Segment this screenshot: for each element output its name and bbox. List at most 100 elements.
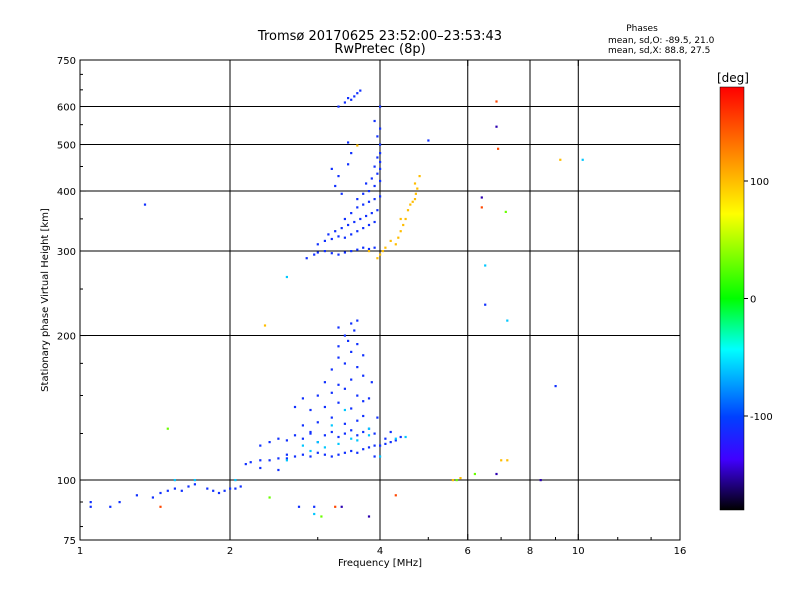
data-point bbox=[350, 378, 353, 381]
data-point bbox=[193, 483, 196, 486]
data-point bbox=[413, 182, 417, 185]
data-point bbox=[559, 158, 562, 161]
data-point bbox=[406, 209, 410, 212]
phases-x-mode: mean, sd,X: 88.8, 27.5 bbox=[608, 46, 710, 56]
data-point bbox=[365, 214, 368, 218]
data-point bbox=[506, 319, 509, 322]
y-tick-label: 400 bbox=[57, 187, 76, 198]
y-tick-label: 200 bbox=[57, 332, 76, 343]
data-points bbox=[89, 89, 584, 518]
data-point bbox=[350, 322, 353, 325]
data-point bbox=[455, 479, 458, 482]
data-point bbox=[370, 177, 373, 180]
data-point bbox=[394, 494, 397, 497]
data-point bbox=[373, 432, 376, 435]
data-point bbox=[323, 250, 326, 253]
data-point bbox=[480, 196, 483, 199]
colorbar-tick-label: 100 bbox=[750, 177, 769, 188]
data-point bbox=[367, 515, 371, 518]
y-tick-label: 500 bbox=[57, 141, 76, 152]
data-point bbox=[343, 432, 346, 435]
data-point bbox=[376, 416, 379, 419]
x-tick-label: 6 bbox=[465, 546, 471, 557]
data-point bbox=[301, 424, 304, 427]
data-point bbox=[343, 217, 346, 221]
data-point bbox=[313, 505, 316, 508]
data-point bbox=[353, 220, 356, 224]
data-point bbox=[337, 175, 340, 178]
data-point bbox=[554, 385, 557, 388]
x-tick-label: 2 bbox=[227, 546, 233, 557]
data-point bbox=[330, 237, 333, 241]
data-point bbox=[330, 416, 333, 419]
data-point bbox=[459, 477, 462, 480]
data-point bbox=[362, 414, 365, 418]
data-point bbox=[376, 135, 379, 138]
data-point bbox=[373, 198, 376, 201]
data-point bbox=[330, 424, 333, 427]
data-point bbox=[367, 446, 371, 449]
data-point bbox=[293, 405, 297, 409]
colorbar-ticks: 100 0 -100 bbox=[744, 177, 773, 423]
data-point bbox=[244, 463, 247, 466]
data-point bbox=[484, 303, 487, 306]
data-point bbox=[166, 427, 169, 430]
data-point bbox=[309, 430, 312, 434]
data-point bbox=[109, 505, 112, 508]
data-point bbox=[402, 223, 405, 227]
data-point bbox=[376, 172, 379, 175]
data-point bbox=[451, 479, 454, 482]
y-axis-label: Stationary phase Virtual Height [km] bbox=[40, 208, 51, 392]
data-point bbox=[362, 192, 365, 195]
data-point bbox=[340, 192, 343, 195]
data-point bbox=[330, 430, 333, 434]
data-point bbox=[379, 152, 382, 155]
data-point bbox=[350, 98, 353, 101]
data-point bbox=[367, 250, 371, 253]
data-point bbox=[389, 239, 392, 242]
data-point bbox=[379, 455, 382, 458]
data-point bbox=[350, 407, 353, 410]
data-point bbox=[373, 444, 376, 447]
data-point bbox=[347, 163, 350, 166]
data-point bbox=[353, 95, 356, 98]
data-point bbox=[484, 264, 487, 267]
data-point bbox=[301, 453, 304, 456]
data-point bbox=[337, 383, 340, 386]
data-point bbox=[316, 441, 319, 444]
data-point bbox=[309, 408, 312, 412]
data-point bbox=[268, 441, 271, 444]
data-point bbox=[362, 203, 365, 206]
data-point bbox=[323, 434, 326, 437]
data-point bbox=[277, 457, 280, 460]
data-point bbox=[367, 200, 371, 203]
y-tick-label: 750 bbox=[57, 56, 76, 67]
data-point bbox=[285, 439, 288, 442]
data-point bbox=[539, 479, 542, 482]
data-point bbox=[316, 421, 319, 424]
data-point bbox=[362, 400, 365, 403]
data-point bbox=[323, 239, 326, 242]
data-point bbox=[316, 243, 319, 246]
data-point bbox=[413, 198, 417, 201]
data-point bbox=[500, 459, 503, 462]
data-point bbox=[356, 319, 359, 322]
data-point bbox=[480, 206, 483, 209]
colorbar-tick-label: 0 bbox=[750, 295, 756, 306]
data-point bbox=[313, 253, 316, 256]
data-point bbox=[268, 496, 271, 499]
data-point bbox=[297, 505, 301, 508]
data-point bbox=[285, 457, 288, 460]
data-point bbox=[277, 437, 280, 440]
data-point bbox=[581, 158, 584, 161]
data-point bbox=[343, 334, 346, 337]
data-point bbox=[350, 250, 353, 253]
data-point bbox=[416, 187, 419, 190]
data-point bbox=[373, 119, 376, 123]
data-point bbox=[323, 453, 326, 456]
data-point bbox=[323, 405, 326, 409]
colorbar bbox=[719, 86, 745, 511]
data-point bbox=[259, 466, 262, 470]
data-point bbox=[249, 461, 252, 464]
data-point bbox=[350, 350, 353, 353]
